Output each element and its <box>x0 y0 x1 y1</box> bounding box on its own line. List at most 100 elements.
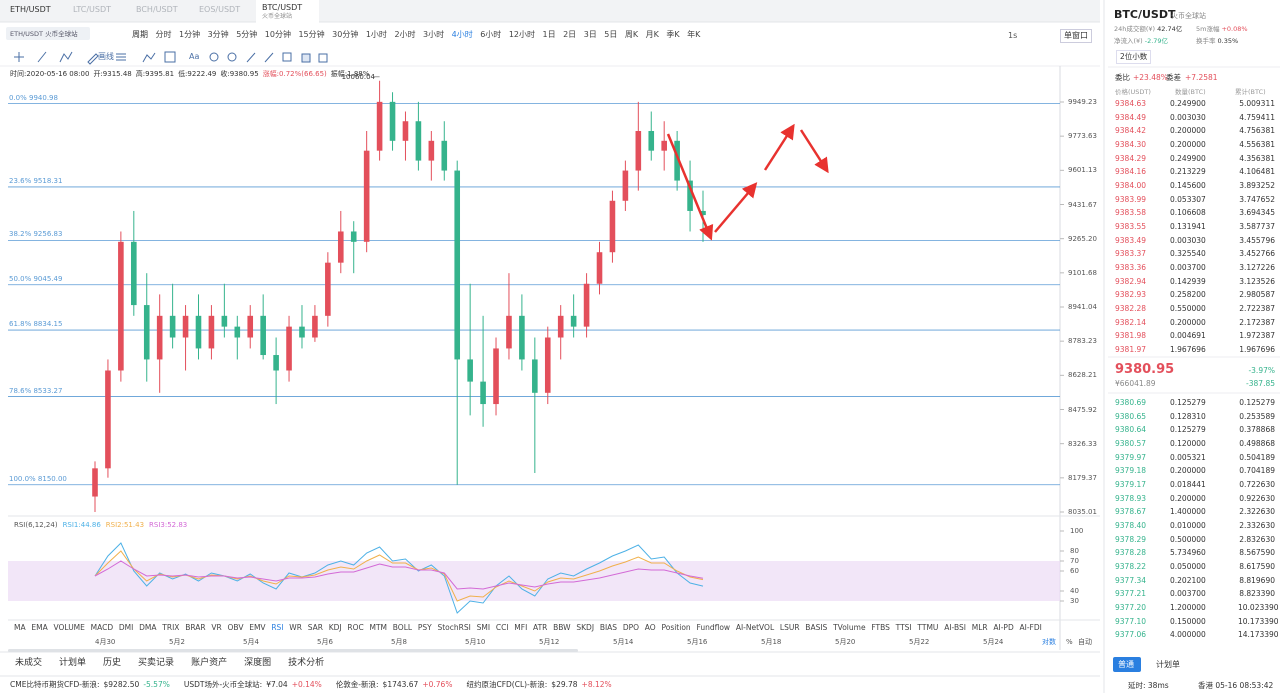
scale-option[interactable]: 自动 <box>1078 638 1092 646</box>
period[interactable]: 2日 <box>563 30 577 39</box>
draw-label[interactable]: 画线 <box>98 52 114 61</box>
period[interactable]: 12小时 <box>508 30 535 39</box>
indicator[interactable]: MTM <box>369 623 388 632</box>
period[interactable]: 年K <box>687 30 701 39</box>
period[interactable]: 分时 <box>155 30 172 39</box>
indicator[interactable]: FTBS <box>871 623 890 632</box>
indicator[interactable]: AI-NetVOL <box>735 623 775 632</box>
refresh[interactable]: 1s <box>1008 31 1018 40</box>
indicator[interactable]: EMV <box>249 623 266 632</box>
tab[interactable]: BCH/USDT <box>136 5 178 14</box>
period[interactable]: 月K <box>645 30 659 39</box>
decimals[interactable]: 2位小数 <box>1116 50 1152 64</box>
indicator[interactable]: MFI <box>514 623 528 632</box>
indicator[interactable]: MACD <box>90 623 114 632</box>
crosshair-icon[interactable] <box>14 52 24 62</box>
indicator[interactable]: LSUR <box>779 623 800 632</box>
indicator[interactable]: AI-BSI <box>944 623 966 632</box>
bottom-tab[interactable]: 账户资产 <box>191 658 228 668</box>
period[interactable]: 周K <box>624 30 639 39</box>
period[interactable]: 3日 <box>583 30 597 39</box>
period[interactable]: 3小时 <box>423 30 445 39</box>
indicator[interactable]: CCI <box>495 623 509 632</box>
grid-icon[interactable] <box>164 51 176 63</box>
period[interactable]: 15分钟 <box>298 30 325 39</box>
tab[interactable]: BTC/USDT <box>262 3 303 12</box>
indicator[interactable]: Position <box>661 623 691 632</box>
indicator[interactable]: MLR <box>971 623 988 632</box>
bottom-tab[interactable]: 未成交 <box>15 658 43 668</box>
period[interactable]: 1日 <box>542 30 556 39</box>
scale-option[interactable]: 对数 <box>1042 638 1056 646</box>
indicator[interactable]: VOLUME <box>53 623 85 632</box>
font-tool[interactable]: Aa <box>189 52 200 61</box>
period[interactable]: 1小时 <box>365 30 387 39</box>
indicator[interactable]: BOLL <box>392 623 413 632</box>
indicator[interactable]: AO <box>644 623 656 632</box>
order-tab[interactable]: 计划单 <box>1156 660 1180 669</box>
tab[interactable]: EOS/USDT <box>199 5 241 14</box>
indicator[interactable]: AI-PD <box>993 623 1014 632</box>
tab[interactable]: LTC/USDT <box>73 5 112 14</box>
bottom-tab[interactable]: 历史 <box>103 658 122 668</box>
indicator[interactable]: OBV <box>227 623 244 632</box>
indicator[interactable]: RSI <box>271 623 284 632</box>
indicator[interactable]: KDJ <box>328 623 342 632</box>
period[interactable]: 1分钟 <box>179 30 201 39</box>
indicator[interactable]: TTMU <box>917 623 939 632</box>
indicator[interactable]: BRAR <box>185 623 206 632</box>
indicator[interactable]: BIAS <box>599 623 618 632</box>
indicator[interactable]: PSY <box>417 623 432 632</box>
period[interactable]: 2小时 <box>394 30 416 39</box>
order-tab[interactable]: 普通 <box>1118 660 1134 669</box>
magnet-icon[interactable] <box>227 52 237 62</box>
indicator[interactable]: SAR <box>307 623 323 632</box>
shape-icon[interactable] <box>209 52 219 62</box>
period[interactable]: 5日 <box>604 30 618 39</box>
period[interactable]: 4小时 <box>451 30 473 39</box>
bottom-tab[interactable]: 计划单 <box>59 658 87 668</box>
indicator[interactable]: BASIS <box>805 623 828 632</box>
trash-icon[interactable] <box>301 53 311 63</box>
indicator[interactable]: ROC <box>347 623 364 632</box>
indicator[interactable]: MA <box>14 623 26 632</box>
fib-icon[interactable] <box>116 53 126 61</box>
ruler-icon[interactable] <box>246 52 274 63</box>
order-tab-active[interactable] <box>1113 657 1141 672</box>
indicator[interactable]: TVolume <box>833 623 866 632</box>
indicator[interactable]: DMI <box>118 623 134 632</box>
indicator[interactable]: TRIX <box>162 623 180 632</box>
period[interactable]: 30分钟 <box>332 30 359 39</box>
tab[interactable]: ETH/USDT <box>10 5 51 14</box>
period[interactable]: 10分钟 <box>264 30 291 39</box>
period[interactable]: 6小时 <box>480 30 502 39</box>
pen-icon[interactable] <box>87 53 99 65</box>
eye-icon[interactable] <box>318 53 328 63</box>
scale-option[interactable]: % <box>1066 638 1073 646</box>
indicator[interactable]: EMA <box>31 623 48 632</box>
indicator[interactable]: BBW <box>553 623 571 632</box>
indicator[interactable]: SMI <box>476 623 491 632</box>
indicator[interactable]: StochRSI <box>437 623 471 632</box>
window-mode[interactable]: 单窗口 <box>1060 29 1092 43</box>
indicator[interactable]: TTSI <box>895 623 912 632</box>
indicator[interactable]: Fundflow <box>696 623 731 632</box>
indicator[interactable]: AI-FDI <box>1019 623 1042 632</box>
indicator[interactable]: SKDJ <box>576 623 595 632</box>
poly-icon[interactable] <box>59 51 73 63</box>
bottom-tab[interactable]: 买卖记录 <box>138 658 175 668</box>
period-label[interactable]: 周期 <box>132 30 148 39</box>
period[interactable]: 季K <box>666 30 680 39</box>
period[interactable]: 3分钟 <box>207 30 229 39</box>
indicator[interactable]: VR <box>211 623 222 632</box>
wave-icon[interactable] <box>142 52 156 63</box>
period[interactable]: 5分钟 <box>236 30 258 39</box>
indicator[interactable]: WR <box>289 623 302 632</box>
bottom-tab[interactable]: 技术分析 <box>288 658 325 668</box>
indicator[interactable]: DMA <box>139 623 157 632</box>
indicator[interactable]: ATR <box>533 623 548 632</box>
lock-icon[interactable] <box>282 52 292 62</box>
line-icon[interactable] <box>37 51 47 63</box>
bottom-tab[interactable]: 深度图 <box>244 658 272 668</box>
indicator[interactable]: DPO <box>622 623 640 632</box>
